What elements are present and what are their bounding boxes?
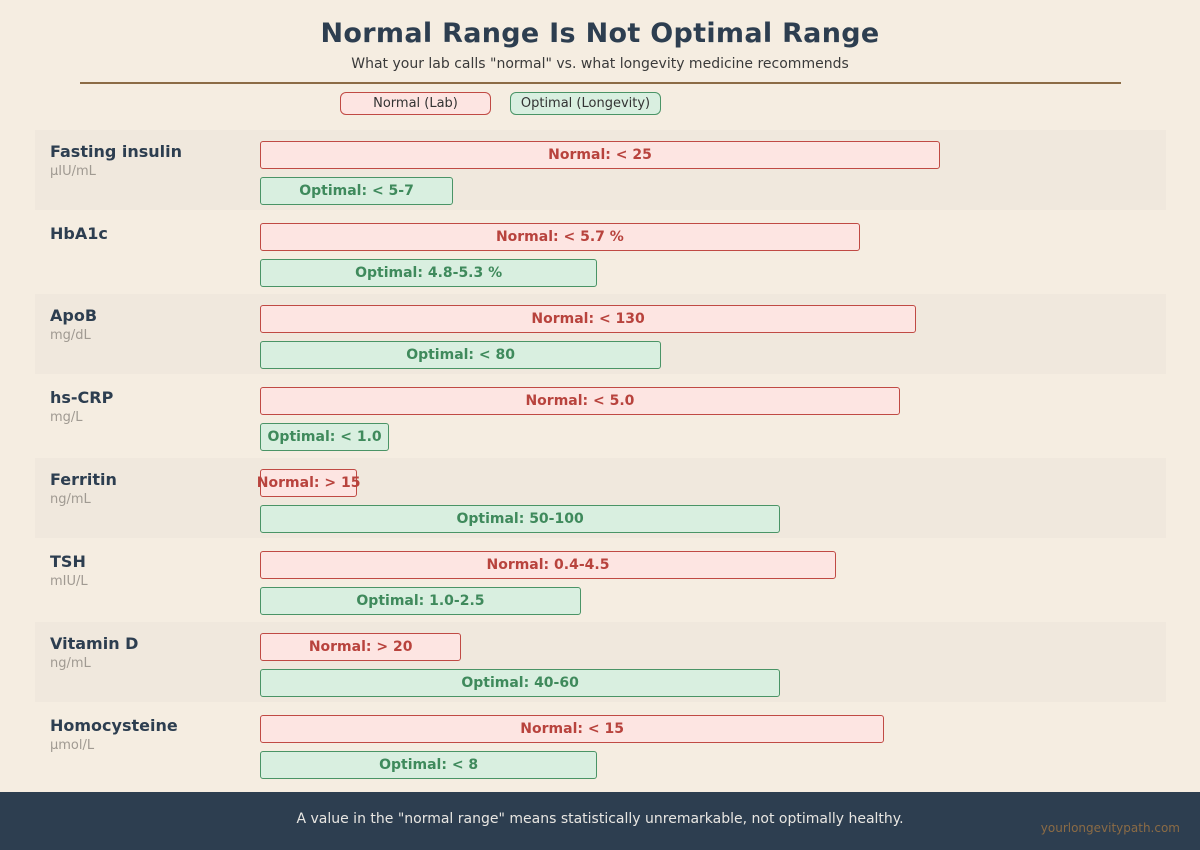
row-label: HbA1c bbox=[50, 224, 108, 243]
footer: A value in the "normal range" means stat… bbox=[0, 792, 1200, 850]
row-label: hs-CRP bbox=[50, 388, 114, 407]
row-label: TSH bbox=[50, 552, 86, 571]
normal-range-bar: Normal: < 5.0 bbox=[260, 387, 900, 415]
range-comparison-chart: Fasting insulin μIU/mL Normal: < 25 Optimal… bbox=[0, 130, 1200, 790]
row-label: Fasting insulin bbox=[50, 142, 183, 161]
row-label: Homocysteine bbox=[50, 716, 178, 735]
normal-range-bar: Normal: < 15 bbox=[260, 715, 885, 743]
row-unit: mIU/L bbox=[50, 574, 88, 589]
normal-range-bar: Normal: 0.4-4.5 bbox=[260, 551, 836, 579]
footer-brand: yourlongevitypath.com bbox=[1040, 821, 1180, 835]
table-row: Fasting insulin μIU/mL Normal: < 25 Optimal… bbox=[35, 130, 1166, 210]
optimal-range-bar: Optimal: 4.8-5.3 % bbox=[260, 259, 598, 287]
chart-subtitle: What your lab calls "normal" vs. what lo… bbox=[351, 56, 849, 72]
row-label: Ferritin bbox=[50, 470, 117, 489]
row-unit: mg/dL bbox=[50, 328, 91, 343]
normal-range-bar: Normal: < 25 bbox=[260, 141, 940, 169]
optimal-range-bar: Optimal: 1.0-2.5 bbox=[260, 587, 581, 615]
row-unit: mg/L bbox=[50, 410, 83, 425]
optimal-range-bar: Optimal: < 1.0 bbox=[260, 423, 390, 451]
row-unit: μIU/mL bbox=[50, 164, 96, 179]
footer-message: A value in the "normal range" means stat… bbox=[296, 811, 904, 827]
optimal-range-bar: Optimal: < 80 bbox=[260, 341, 662, 369]
normal-range-bar: Normal: > 15 bbox=[257, 469, 360, 497]
normal-range-bar: Normal: > 20 bbox=[260, 633, 462, 661]
title-divider bbox=[80, 82, 1121, 84]
optimal-range-bar: Optimal: 40-60 bbox=[260, 669, 781, 697]
table-row: ApoB mg/dL Normal: < 130 Optimal: < 80 bbox=[35, 294, 1166, 374]
normal-range-bar: Normal: < 130 bbox=[260, 305, 917, 333]
normal-range-bar: Normal: < 5.7 % bbox=[260, 223, 860, 251]
row-unit: μmol/L bbox=[50, 738, 95, 753]
optimal-range-bar: Optimal: 50-100 bbox=[260, 505, 781, 533]
row-unit: ng/mL bbox=[50, 656, 91, 671]
legend-optimal: Optimal (Longevity) bbox=[510, 92, 661, 115]
legend-normal: Normal (Lab) bbox=[340, 92, 491, 115]
table-row: Ferritin ng/mL Normal: > 15 Optimal: 50-100 bbox=[35, 458, 1166, 538]
table-row: Vitamin D ng/mL Normal: > 20 Optimal: 40-60 bbox=[35, 622, 1166, 702]
optimal-range-bar: Optimal: < 5-7 bbox=[260, 177, 454, 205]
table-row: HbA1c Normal: < 5.7 % Optimal: 4.8-5.3 % bbox=[35, 212, 1166, 292]
table-row: Homocysteine μmol/L Normal: < 15 Optimal: <… bbox=[35, 704, 1166, 784]
row-unit: ng/mL bbox=[50, 492, 91, 507]
table-row: TSH mIU/L Normal: 0.4-4.5 Optimal: 1.0-2.5 bbox=[35, 540, 1166, 620]
chart-title: Normal Range Is Not Optimal Range bbox=[320, 18, 880, 49]
optimal-range-bar: Optimal: < 8 bbox=[260, 751, 598, 779]
table-row: hs-CRP mg/L Normal: < 5.0 Optimal: < 1.0 bbox=[35, 376, 1166, 456]
row-label: Vitamin D bbox=[50, 634, 139, 653]
row-label: ApoB bbox=[50, 306, 98, 325]
